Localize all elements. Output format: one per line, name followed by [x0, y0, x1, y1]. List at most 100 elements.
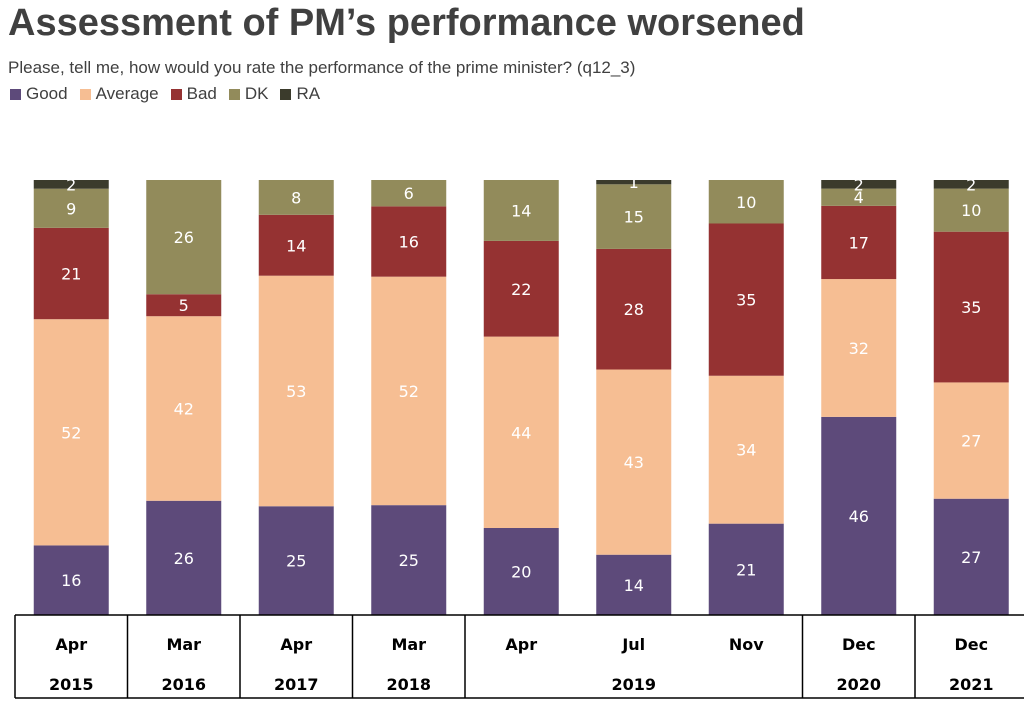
- bars-group: 1652219226425262553148255216620442214144…: [33, 173, 1009, 615]
- data-label: 14: [511, 201, 531, 220]
- bar-segment-good: [483, 528, 559, 615]
- x-axis: Apr Mar Apr Mar Apr Jul Nov Dec Dec 2015 2016 2017 2…: [14, 614, 1024, 699]
- legend-swatch: [10, 88, 21, 100]
- bar-segment-bad: [596, 248, 672, 370]
- bar-segment-ra: [596, 180, 672, 185]
- data-label: 52: [61, 423, 81, 442]
- bar-segment-dk: [708, 180, 784, 224]
- data-label: 10: [736, 193, 756, 212]
- data-label: 52: [399, 382, 419, 401]
- chart-legend: Good Average Bad DK RA: [10, 84, 332, 104]
- x-tick-month: Jul: [621, 635, 645, 654]
- data-label: 5: [179, 296, 189, 315]
- data-label: 1: [629, 173, 639, 192]
- data-label: 9: [66, 199, 76, 218]
- x-tick-year: 2016: [161, 675, 206, 694]
- bar-segment-good: [371, 505, 447, 615]
- legend-item-dk: DK: [228, 84, 269, 104]
- legend-label: Good: [26, 84, 68, 103]
- bar-segment-dk: [258, 180, 334, 215]
- data-label: 27: [961, 548, 981, 567]
- x-tick-year: 2019: [611, 675, 656, 694]
- data-label: 34: [736, 441, 756, 460]
- legend-label: DK: [244, 84, 269, 103]
- data-label: 10: [961, 201, 981, 220]
- legend-label: RA: [296, 84, 321, 103]
- data-label: 25: [286, 552, 306, 571]
- data-label: 35: [736, 291, 756, 310]
- data-label: 14: [286, 236, 306, 255]
- x-tick-month: Dec: [842, 635, 876, 654]
- legend-item-good: Good: [10, 84, 68, 104]
- bar-segment-dk: [821, 188, 897, 206]
- legend-swatch: [228, 88, 240, 100]
- bar-segment-dk: [596, 184, 672, 249]
- x-tick-month: Apr: [280, 635, 312, 654]
- bar-segment-bad: [483, 240, 559, 337]
- bar-segment-good: [33, 545, 109, 615]
- bar-segment-average: [33, 319, 109, 546]
- data-label: 43: [624, 453, 644, 472]
- data-label: 16: [399, 233, 419, 252]
- bar-segment-good: [596, 554, 672, 615]
- data-label: 17: [849, 233, 869, 252]
- legend-swatch: [170, 88, 182, 100]
- chart-title: Assessment of PM’s performance worsened: [8, 2, 805, 44]
- bar-segment-dk: [933, 188, 1009, 232]
- bar-segment-good: [258, 506, 334, 615]
- bar-segment-dk: [33, 188, 109, 228]
- x-tick-month: Nov: [729, 635, 764, 654]
- bar-segment-ra: [821, 180, 897, 189]
- data-label: 15: [624, 208, 644, 227]
- data-label: 35: [961, 298, 981, 317]
- data-label: 21: [736, 560, 756, 579]
- data-label: 44: [511, 423, 531, 442]
- bar-segment-ra: [933, 180, 1009, 189]
- data-label: 6: [404, 184, 414, 203]
- data-label: 27: [961, 432, 981, 451]
- x-tick-year: 2017: [274, 675, 319, 694]
- bar-segment-bad: [821, 205, 897, 280]
- bar-segment-average: [483, 336, 559, 528]
- legend-label: Average: [95, 84, 159, 103]
- legend-item-average: Average: [79, 84, 159, 104]
- data-label: 4: [854, 188, 864, 207]
- bar-segment-good: [933, 498, 1009, 615]
- legend-label: Bad: [186, 84, 217, 103]
- x-tick-year: 2015: [49, 675, 94, 694]
- x-tick-month: Apr: [505, 635, 537, 654]
- x-tick-year: 2018: [386, 675, 431, 694]
- data-label: 2: [854, 175, 864, 194]
- bar-segment-average: [596, 369, 672, 555]
- legend-item-bad: Bad: [170, 84, 217, 104]
- x-tick-month: Mar: [391, 635, 426, 654]
- bar-segment-good: [146, 500, 222, 615]
- x-tick-year: 2021: [949, 675, 994, 694]
- x-tick-year: 2020: [836, 675, 881, 694]
- chart-subtitle: Please, tell me, how would you rate the …: [8, 58, 636, 77]
- data-label: 25: [399, 551, 419, 570]
- data-label: 46: [849, 507, 869, 526]
- data-label: 26: [174, 228, 194, 247]
- bar-segment-dk: [371, 180, 447, 207]
- data-label: 2: [66, 175, 76, 194]
- legend-swatch: [79, 88, 91, 100]
- bar-segment-bad: [371, 206, 447, 277]
- bar-segment-good: [708, 523, 784, 615]
- bar-segment-average: [708, 375, 784, 524]
- bar-segment-bad: [708, 223, 784, 376]
- bar-segment-bad: [146, 294, 222, 317]
- data-label: 42: [174, 399, 194, 418]
- bar-segment-bad: [933, 231, 1009, 383]
- data-label: 16: [61, 571, 81, 590]
- bar-segment-dk: [146, 180, 222, 295]
- legend-swatch: [280, 88, 292, 100]
- data-label: 20: [511, 563, 531, 582]
- bar-segment-bad: [33, 227, 109, 320]
- data-label: 28: [624, 300, 644, 319]
- data-label: 14: [624, 576, 644, 595]
- bar-segment-average: [933, 382, 1009, 499]
- bar-segment-average: [258, 275, 334, 507]
- bar-segment-average: [146, 316, 222, 501]
